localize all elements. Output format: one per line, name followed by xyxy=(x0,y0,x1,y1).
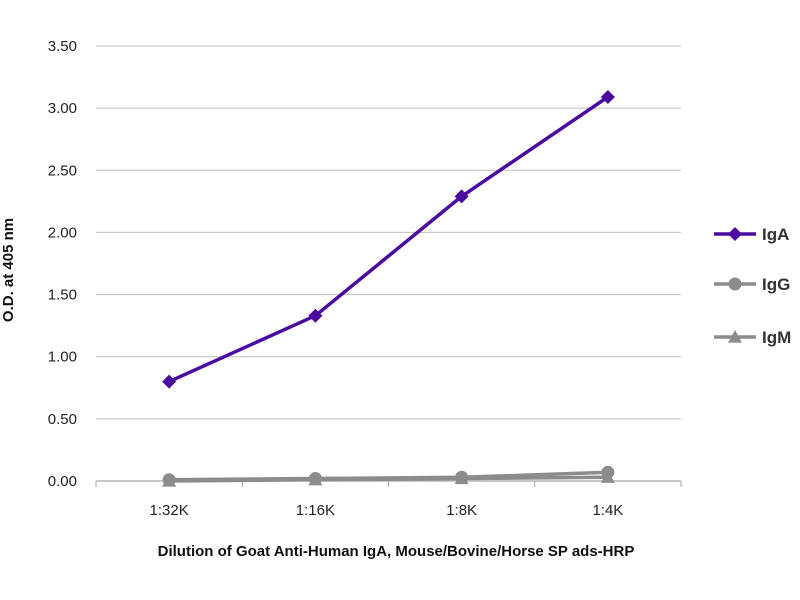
data-point-iga xyxy=(308,308,323,323)
x-tick-label: 1:8K xyxy=(446,502,477,519)
series-line-iga xyxy=(168,95,609,384)
data-point-igg xyxy=(308,472,322,486)
x-tick-label: 1:4K xyxy=(592,502,623,519)
legend-marker-igm xyxy=(728,330,742,343)
x-tick-labels: 1:32K 1:16K 1:8K 1:4K xyxy=(150,502,624,519)
series-line-igg xyxy=(169,470,608,482)
legend-label-igm: IgM xyxy=(762,328,791,347)
data-point-iga xyxy=(454,189,469,204)
legend: IgA IgG IgM xyxy=(714,225,791,347)
y-axis-title: O.D. at 405 nm xyxy=(0,218,17,322)
y-tick-label: 3.00 xyxy=(48,100,77,117)
data-point-igg xyxy=(601,465,615,479)
legend-marker-igg xyxy=(728,277,742,291)
gridlines xyxy=(96,45,681,420)
legend-label-iga: IgA xyxy=(762,225,789,244)
y-tick-labels: 0.00 0.50 1.00 1.50 2.00 2.50 3.00 3.50 xyxy=(48,38,77,490)
y-tick-label: 0.50 xyxy=(48,411,77,428)
data-point-iga xyxy=(162,374,177,389)
y-tick-label: 1.50 xyxy=(48,287,77,304)
y-tick-label: 1.00 xyxy=(48,349,77,366)
x-tick-label: 1:32K xyxy=(150,502,189,519)
legend-marker-iga xyxy=(728,227,742,241)
y-tick-label: 3.50 xyxy=(48,38,77,55)
y-tick-label: 2.00 xyxy=(48,224,77,241)
y-tick-label: 0.00 xyxy=(48,473,77,490)
legend-label-igg: IgG xyxy=(762,275,790,294)
data-point-iga xyxy=(600,89,615,104)
y-tick-label: 2.50 xyxy=(48,162,77,179)
data-point-igg xyxy=(162,473,176,487)
data-point-igg xyxy=(455,470,469,484)
x-axis-title: Dilution of Goat Anti-Human IgA, Mouse/B… xyxy=(158,543,635,560)
series-group xyxy=(162,89,615,487)
x-tick-label: 1:16K xyxy=(296,502,335,519)
